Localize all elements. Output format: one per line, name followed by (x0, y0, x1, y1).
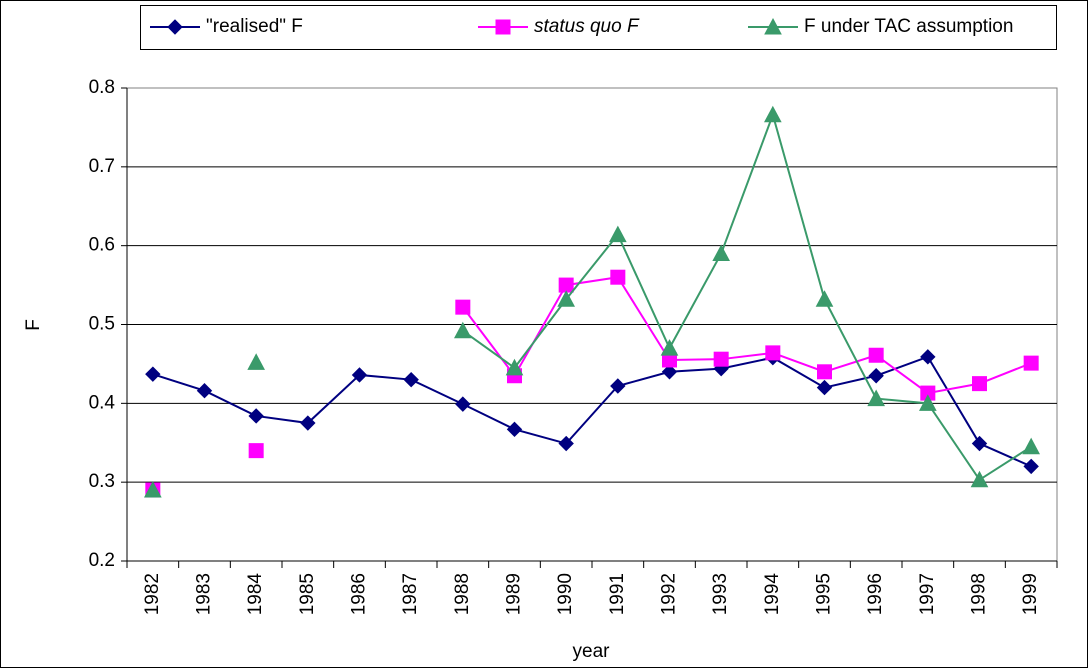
marker-diamond (816, 379, 833, 396)
marker-square (610, 269, 626, 285)
marker-square (713, 351, 729, 367)
x-tick-label: 1987 (400, 573, 421, 615)
marker-diamond (558, 435, 574, 452)
x-tick-label: 1996 (865, 573, 886, 615)
marker-triangle (505, 358, 524, 376)
marker-triangle (763, 105, 782, 123)
marker-triangle (1022, 437, 1041, 455)
marker-square (455, 299, 471, 315)
marker-triangle (867, 389, 886, 407)
x-tick-label: 1990 (555, 573, 576, 615)
x-tick-label: 1989 (504, 573, 525, 615)
legend-text: F under TAC assumption (804, 16, 1013, 37)
marker-diamond (403, 371, 419, 388)
marker-square (972, 376, 987, 392)
y-axis-label: F (23, 319, 44, 331)
series-line (152, 355, 1032, 468)
y-tick-label: 0.7 (89, 156, 115, 177)
marker-diamond (248, 408, 264, 424)
marker-triangle (453, 321, 472, 339)
marker-diamond (300, 415, 316, 431)
y-tick-label: 0.2 (89, 550, 115, 571)
marker-diamond (661, 364, 678, 380)
x-tick-label: 1991 (607, 573, 628, 615)
marker-diamond (351, 367, 368, 383)
legend-text: "realised" F (206, 16, 303, 37)
marker-triangle (143, 480, 162, 498)
marker-square (558, 277, 574, 293)
x-tick-label: 1992 (659, 573, 680, 615)
x-tick-label: 1982 (142, 573, 163, 615)
marker-square (248, 443, 264, 459)
x-tick-label: 1986 (349, 573, 370, 615)
marker-diamond (868, 368, 884, 384)
marker-square (1023, 355, 1039, 371)
marker-diamond (610, 378, 626, 394)
marker-square (817, 364, 832, 380)
series-line (462, 276, 1032, 395)
marker-diamond (455, 396, 471, 412)
marker-triangle (247, 353, 266, 370)
marker-diamond (145, 366, 161, 382)
marker-square (868, 347, 884, 363)
marker-diamond (167, 19, 183, 35)
x-tick-label: 1983 (194, 573, 215, 615)
marker-diamond (971, 435, 988, 452)
y-tick-label: 0.8 (89, 77, 115, 98)
x-tick-label: 1999 (1020, 573, 1041, 615)
legend-box (140, 5, 1057, 50)
marker-square (495, 19, 511, 35)
x-tick-label: 1994 (762, 573, 783, 616)
marker-triangle (608, 225, 627, 243)
x-tick-label: 1988 (452, 573, 473, 615)
marker-triangle (712, 244, 731, 262)
x-axis-label: year (573, 641, 611, 662)
x-tick-label: 1997 (917, 573, 938, 615)
y-tick-label: 0.4 (89, 392, 116, 413)
marker-diamond (1023, 458, 1039, 475)
legend-text: status quo F (534, 16, 640, 37)
marker-triangle (815, 290, 834, 307)
x-tick-label: 1993 (710, 573, 731, 615)
marker-diamond (506, 421, 523, 438)
marker-triangle (557, 290, 576, 307)
x-tick-label: 1995 (814, 573, 835, 615)
y-tick-label: 0.5 (89, 314, 115, 335)
marker-square (765, 345, 781, 361)
y-tick-label: 0.6 (89, 235, 115, 256)
marker-triangle (970, 470, 989, 488)
series-line (462, 111, 1032, 482)
marker-diamond (196, 383, 213, 399)
x-tick-label: 1985 (297, 573, 318, 615)
marker-triangle (764, 17, 782, 35)
marker-diamond (920, 349, 936, 365)
x-tick-label: 1984 (245, 573, 266, 616)
marker-triangle (918, 394, 937, 411)
y-tick-label: 0.3 (89, 471, 115, 492)
x-tick-label: 1998 (969, 573, 990, 615)
marker-triangle (660, 339, 679, 356)
